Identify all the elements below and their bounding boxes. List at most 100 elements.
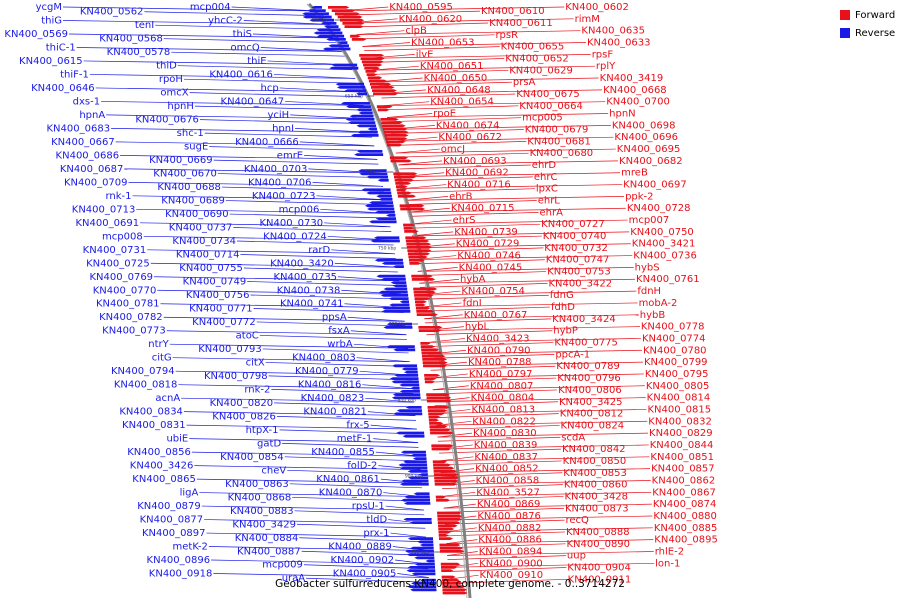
gene-label: fdhD xyxy=(551,302,575,313)
label-connector-line xyxy=(381,93,516,99)
reverse-gene-arrow xyxy=(386,345,415,348)
gene-label: KN400_0803 xyxy=(292,353,356,364)
gene-label: KN400_0772 xyxy=(192,317,256,328)
label-connector-line xyxy=(431,377,557,383)
gene-label: KN400_0781 xyxy=(96,299,160,310)
label-connector-line xyxy=(189,438,419,443)
reverse-gene-arrow xyxy=(389,377,419,380)
reverse-gene-arrow xyxy=(396,409,422,412)
gene-label: KN400_0734 xyxy=(172,236,236,247)
label-connector-line xyxy=(213,573,429,578)
gene-label: mcp004 xyxy=(190,2,231,13)
forward-gene-arrow xyxy=(400,207,426,211)
gene-label: rplY xyxy=(596,61,616,72)
reverse-gene-arrow xyxy=(405,406,422,409)
gene-label: KN400_0683 xyxy=(46,123,110,134)
label-connector-line xyxy=(436,420,648,426)
forward-gene-arrow xyxy=(334,12,360,16)
reverse-gene-arrow xyxy=(378,198,393,201)
forward-gene-arrow xyxy=(371,86,395,89)
label-connector-line xyxy=(423,306,550,312)
gene-label: KN400_0873 xyxy=(565,503,629,514)
forward-gene-arrow xyxy=(405,239,430,243)
label-connector-line xyxy=(191,451,420,457)
map-caption: Geobacter sulfurreducens KN400, complete… xyxy=(275,578,625,590)
gene-label: KN400_0870 xyxy=(319,488,383,499)
forward-gene-arrow xyxy=(422,358,448,361)
gene-label: KN400_0816 xyxy=(298,380,362,391)
label-connector-line xyxy=(229,213,389,219)
label-connector-line xyxy=(225,200,387,205)
reverse-gene-arrow xyxy=(346,105,371,108)
gene-label: KN400_0850 xyxy=(563,456,627,467)
label-connector-line xyxy=(343,10,480,16)
label-connector-line xyxy=(441,472,563,478)
forward-gene-arrow xyxy=(438,530,451,534)
gene-label: atoC xyxy=(236,330,259,341)
gene-label: KN400_0774 xyxy=(642,333,706,344)
forward-gene-arrow xyxy=(441,566,458,569)
gene-label: KN400_0902 xyxy=(331,555,395,566)
forward-gene-arrow xyxy=(436,498,451,502)
forward-gene-arrow xyxy=(437,511,462,515)
gene-label: KN400_0737 xyxy=(169,223,233,234)
reverse-gene-arrow xyxy=(410,386,420,390)
gene-label: mcp008 xyxy=(102,231,143,242)
gene-label: KN400_0797 xyxy=(469,369,533,380)
gene-label: KN400_3422 xyxy=(548,278,612,289)
gene-label: rimM xyxy=(575,14,600,25)
gene-label: KN400_3428 xyxy=(564,491,628,502)
reverse-gene-arrow xyxy=(410,588,437,592)
label-connector-line xyxy=(401,176,533,182)
forward-gene-arrow xyxy=(424,374,441,377)
label-connector-line xyxy=(324,222,391,228)
label-connector-line xyxy=(443,503,652,509)
forward-gene-arrow xyxy=(372,89,397,92)
gene-label: KN400_0900 xyxy=(479,558,543,569)
gene-label: KN400_0761 xyxy=(636,274,700,285)
gene-label: citX xyxy=(246,357,265,368)
label-connector-line xyxy=(437,432,649,438)
gene-label: yciH xyxy=(267,110,289,121)
reverse-gene-arrow xyxy=(395,431,425,435)
forward-gene-arrow xyxy=(427,406,450,409)
forward-gene-arrow xyxy=(418,326,443,329)
reverse-gene-arrow xyxy=(348,121,376,124)
label-connector-line xyxy=(358,34,495,40)
label-connector-line xyxy=(196,478,422,484)
forward-gene-arrow xyxy=(411,274,433,278)
reverse-gene-arrow xyxy=(399,390,420,393)
gene-label: hcp xyxy=(260,83,278,94)
reverse-gene-arrow xyxy=(359,172,388,176)
forward-gene-arrow xyxy=(413,290,436,294)
gene-label: KN400_0804 xyxy=(471,393,535,404)
gene-label: thiF-1 xyxy=(60,69,89,80)
reverse-gene-arrow xyxy=(394,374,419,377)
label-connector-line xyxy=(132,195,386,201)
reverse-gene-arrow xyxy=(309,18,335,22)
gene-label: folD-2 xyxy=(347,461,377,472)
scale-ticks: 600 kbp 650 kbp 700 kbp 750 kbp 800 kbp 850 k… xyxy=(312,18,441,556)
label-connector-line xyxy=(250,294,402,300)
forward-gene-arrow xyxy=(438,537,454,541)
label-connector-line xyxy=(304,155,378,160)
gene-label: KN400_0706 xyxy=(248,177,312,188)
forward-gene-arrow xyxy=(421,348,440,352)
label-connector-line xyxy=(282,442,419,448)
forward-gene-arrow xyxy=(331,9,356,12)
label-connector-line xyxy=(120,155,378,160)
gene-label: KN400_0852 xyxy=(475,464,539,475)
gene-label: KN400_3421 xyxy=(632,239,696,250)
gene-label: KN400_0695 xyxy=(617,144,681,155)
reverse-gene-arrow xyxy=(390,281,407,284)
forward-gene-arrow xyxy=(439,550,465,553)
gene-label: KN400_0679 xyxy=(525,125,589,136)
gene-label: ehrL xyxy=(538,196,561,207)
reverse-gene-arrow xyxy=(328,44,349,48)
label-connector-line xyxy=(443,503,476,509)
reverse-gene-arrow xyxy=(407,585,437,589)
forward-gene-arrow xyxy=(418,329,442,332)
label-connector-line xyxy=(194,105,366,111)
label-connector-line xyxy=(390,125,611,130)
label-connector-line xyxy=(213,159,379,165)
